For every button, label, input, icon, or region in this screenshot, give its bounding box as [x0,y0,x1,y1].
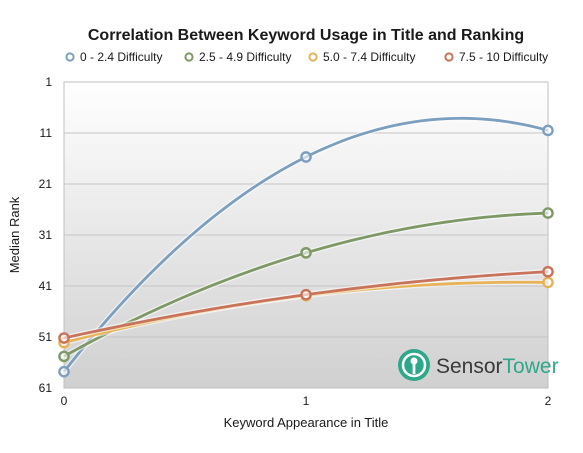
x-tick-label: 0 [61,394,68,408]
legend-label: 7.5 - 10 Difficulty [459,50,548,64]
data-point [300,288,312,301]
legend-label: 5.0 - 7.4 Difficulty [323,50,415,64]
legend-item: 0 - 2.4 Difficulty [65,50,162,64]
chart-title: Correlation Between Keyword Usage in Tit… [88,27,524,44]
data-point [58,365,70,378]
series-3 [58,265,554,344]
sensortower-logo: SensorTower [398,349,559,381]
series-layer [58,115,554,378]
data-point [58,350,70,363]
y-tick-label: 1 [45,75,52,89]
legend-marker [65,52,75,62]
data-point [542,276,554,289]
grid [64,132,548,338]
legend-label: 0 - 2.4 Difficulty [80,50,162,64]
legend-item: 5.0 - 7.4 Difficulty [308,50,415,64]
legend-marker [444,52,454,62]
series-0 [58,115,554,378]
y-axis-label: Median Rank [7,196,22,273]
y-tick-label: 41 [39,279,53,293]
y-tick-label: 31 [39,228,53,242]
data-point [542,124,554,137]
y-tick-label: 61 [39,381,53,395]
data-point [300,247,312,259]
sensortower-logo-text: SensorTower [436,355,559,378]
data-point [300,151,312,163]
x-axis-ticks: 0 1 2 [61,394,552,408]
y-tick-label: 51 [39,330,53,344]
x-axis-label: Keyword Appearance in Title [224,415,389,430]
y-tick-label: 11 [40,126,53,140]
legend-marker [308,52,318,62]
y-tick-label: 21 [39,177,53,191]
legend-label: 2.5 - 4.9 Difficulty [199,50,291,64]
legend-item: 2.5 - 4.9 Difficulty [184,50,291,64]
x-tick-label: 1 [303,394,310,408]
data-point [58,332,70,344]
series-1 [58,207,554,363]
legend-item: 7.5 - 10 Difficulty [444,50,548,64]
legend-marker [184,52,194,62]
data-point [542,265,554,278]
legend: 0 - 2.4 Difficulty 2.5 - 4.9 Difficulty 5.… [65,50,548,64]
data-point [542,207,554,219]
x-tick-label: 2 [545,394,552,408]
